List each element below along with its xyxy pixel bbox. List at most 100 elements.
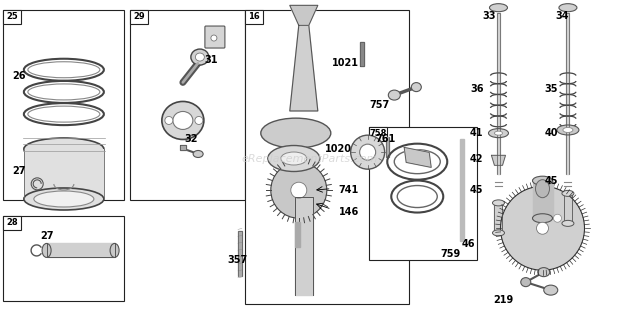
Ellipse shape — [538, 268, 550, 277]
Ellipse shape — [261, 118, 331, 148]
Text: 758: 758 — [370, 129, 387, 138]
Circle shape — [291, 182, 307, 198]
Text: 26: 26 — [12, 71, 26, 81]
Circle shape — [211, 35, 217, 41]
Ellipse shape — [193, 151, 203, 158]
FancyBboxPatch shape — [205, 26, 225, 48]
Ellipse shape — [536, 180, 549, 198]
Text: 757: 757 — [370, 100, 390, 110]
Ellipse shape — [521, 278, 531, 287]
Bar — [24, 149, 104, 199]
Ellipse shape — [489, 129, 508, 138]
Ellipse shape — [557, 125, 579, 135]
Bar — [369, 127, 477, 260]
Text: 36: 36 — [470, 84, 484, 94]
Ellipse shape — [388, 90, 401, 100]
Text: 33: 33 — [482, 11, 496, 21]
Polygon shape — [290, 5, 318, 25]
Polygon shape — [495, 203, 502, 233]
Text: 27: 27 — [12, 166, 26, 176]
Text: 146: 146 — [339, 207, 359, 217]
Bar — [130, 10, 245, 200]
Ellipse shape — [24, 188, 104, 210]
Ellipse shape — [544, 285, 558, 295]
Ellipse shape — [281, 152, 307, 165]
Ellipse shape — [495, 131, 502, 135]
Text: 16: 16 — [248, 12, 260, 21]
Circle shape — [195, 116, 203, 125]
Text: 1021: 1021 — [332, 58, 359, 68]
Ellipse shape — [24, 138, 104, 160]
Ellipse shape — [351, 135, 384, 169]
Bar — [245, 10, 409, 304]
Bar — [3, 216, 124, 301]
Ellipse shape — [360, 144, 376, 160]
Bar — [369, 127, 387, 141]
Text: 759: 759 — [440, 249, 461, 259]
Text: 27: 27 — [40, 231, 54, 241]
Ellipse shape — [191, 49, 209, 65]
Polygon shape — [404, 147, 431, 167]
Bar — [130, 10, 148, 23]
Polygon shape — [533, 181, 552, 218]
Polygon shape — [294, 222, 300, 247]
Ellipse shape — [563, 127, 573, 133]
Polygon shape — [290, 25, 318, 111]
Text: eReplacementParts.com: eReplacementParts.com — [242, 153, 378, 164]
Polygon shape — [46, 243, 115, 257]
Text: 32: 32 — [185, 134, 198, 145]
Polygon shape — [564, 193, 572, 223]
Text: 761: 761 — [375, 134, 396, 145]
Ellipse shape — [533, 176, 552, 185]
Circle shape — [500, 186, 585, 270]
Ellipse shape — [268, 146, 320, 171]
Text: 31: 31 — [205, 55, 218, 65]
Polygon shape — [238, 231, 242, 276]
Circle shape — [271, 162, 327, 218]
Polygon shape — [460, 139, 464, 241]
Text: 42: 42 — [470, 153, 484, 164]
Ellipse shape — [110, 243, 119, 257]
Text: 35: 35 — [544, 84, 558, 94]
Polygon shape — [567, 13, 569, 174]
Polygon shape — [386, 138, 389, 158]
Polygon shape — [360, 42, 363, 66]
Ellipse shape — [492, 230, 505, 236]
Ellipse shape — [562, 191, 574, 196]
Text: 34: 34 — [555, 11, 569, 21]
Circle shape — [165, 116, 173, 125]
Bar — [3, 10, 124, 200]
Bar — [245, 10, 263, 23]
Text: 41: 41 — [470, 128, 484, 138]
Ellipse shape — [34, 191, 94, 207]
Ellipse shape — [195, 53, 205, 61]
Circle shape — [554, 214, 562, 222]
Bar — [3, 216, 21, 230]
Ellipse shape — [492, 200, 505, 206]
Text: 45: 45 — [544, 176, 558, 186]
Text: 40: 40 — [544, 128, 558, 138]
Text: 28: 28 — [6, 218, 18, 227]
Bar — [3, 10, 21, 23]
Text: 219: 219 — [493, 294, 513, 305]
Polygon shape — [180, 145, 186, 150]
Text: 357: 357 — [228, 255, 248, 265]
Polygon shape — [294, 197, 313, 295]
Text: 1020: 1020 — [325, 144, 352, 154]
Ellipse shape — [562, 220, 574, 226]
Ellipse shape — [533, 214, 552, 223]
Polygon shape — [492, 155, 505, 165]
Ellipse shape — [173, 112, 193, 129]
Text: 45: 45 — [470, 185, 484, 195]
Polygon shape — [497, 13, 500, 174]
Ellipse shape — [411, 83, 422, 92]
Ellipse shape — [42, 243, 51, 257]
Circle shape — [536, 222, 549, 234]
Text: 46: 46 — [462, 239, 476, 249]
Ellipse shape — [162, 101, 204, 139]
Ellipse shape — [489, 4, 508, 12]
Text: 741: 741 — [339, 185, 359, 195]
Text: 29: 29 — [133, 12, 145, 21]
Text: 25: 25 — [6, 12, 18, 21]
Ellipse shape — [559, 4, 577, 12]
